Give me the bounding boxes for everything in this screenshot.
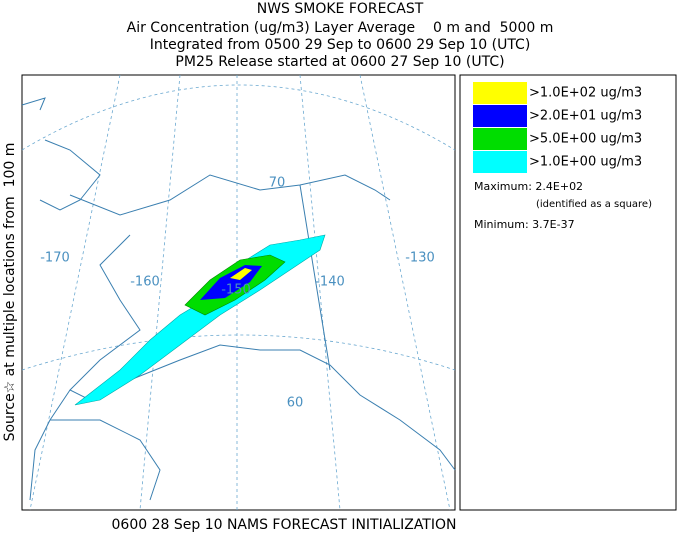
map-label: 70 [269, 176, 286, 191]
maximum: Maximum: 2.4E+02 [474, 180, 583, 193]
map-label: 60 [287, 396, 304, 411]
map-label: -150 [221, 283, 251, 298]
legend-swatch [473, 151, 527, 173]
side-label: Source☆ at multiple locations from 100 m [2, 143, 18, 442]
legend-swatch [473, 105, 527, 127]
subtitle: PM25 Release started at 0600 27 Sep 10 (… [175, 54, 504, 70]
map-label: -140 [315, 275, 345, 290]
legend-swatch [473, 82, 527, 104]
legend-label: >2.0E+01 ug/m3 [529, 109, 642, 124]
map-label: -170 [40, 251, 70, 266]
footer: 0600 28 Sep 10 NAMS FORECAST INITIALIZAT… [112, 517, 457, 533]
legend-label: >1.0E+00 ug/m3 [529, 155, 642, 170]
map-label: -160 [130, 275, 160, 290]
map-label: -130 [405, 251, 435, 266]
maximum-note: (identified as a square) [536, 199, 652, 210]
legend-label: >1.0E+02 ug/m3 [529, 86, 642, 101]
minimum: Minimum: 3.7E-37 [474, 218, 575, 231]
contour-4 [230, 268, 252, 280]
subtitle: Integrated from 0500 29 Sep to 0600 29 S… [150, 37, 531, 53]
subtitle: Air Concentration (ug/m3) Layer Average … [127, 20, 554, 36]
legend-swatch [473, 128, 527, 150]
legend-label: >5.0E+00 ug/m3 [529, 132, 642, 147]
title: NWS SMOKE FORECAST [257, 1, 424, 17]
coastline [21, 97, 456, 501]
legend: Maximum: 2.4E+02 (identified as a square… [459, 74, 677, 511]
plume [74, 234, 326, 406]
